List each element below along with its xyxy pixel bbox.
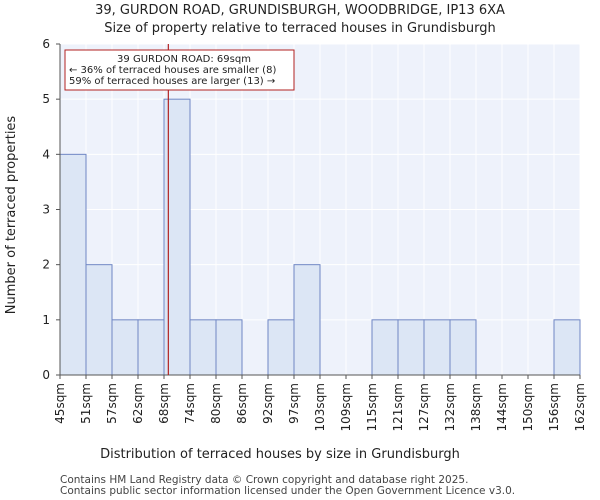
- y-tick-label: 1: [42, 313, 50, 327]
- annotation-title: 39 GURDON ROAD: 69sqm: [117, 54, 251, 65]
- x-tick-label: 97sqm: [287, 383, 301, 424]
- annotation-larger: 59% of terraced houses are larger (13) →: [69, 76, 275, 87]
- x-tick-label: 57sqm: [105, 383, 119, 424]
- x-tick-label: 109sqm: [339, 383, 353, 431]
- histogram-bar: [371, 319, 399, 376]
- x-tick-label: 92sqm: [261, 383, 275, 424]
- annotation-box: 39 GURDON ROAD: 69sqm ← 36% of terraced …: [64, 49, 295, 91]
- histogram-bar: [85, 264, 113, 376]
- histogram-bar: [423, 319, 451, 376]
- histogram-bar: [397, 319, 425, 376]
- chart-title: 39, GURDON ROAD, GRUNDISBURGH, WOODBRIDG…: [95, 3, 505, 18]
- histogram-bar: [449, 319, 477, 376]
- histogram-bar: [215, 319, 243, 376]
- x-tick-label: 138sqm: [469, 383, 483, 431]
- x-tick-label: 132sqm: [443, 383, 457, 431]
- chart-subtitle: Size of property relative to terraced ho…: [104, 21, 495, 36]
- x-tick-label: 86sqm: [235, 383, 249, 424]
- y-tick-label: 4: [42, 147, 50, 161]
- y-tick-label: 6: [42, 37, 50, 51]
- y-tick-label: 5: [42, 92, 50, 106]
- x-tick-label: 74sqm: [183, 383, 197, 424]
- histogram-bar: [293, 264, 321, 376]
- x-tick-label: 144sqm: [495, 383, 509, 431]
- x-tick-label: 162sqm: [573, 383, 587, 431]
- x-axis-label: Distribution of terraced houses by size …: [100, 447, 460, 462]
- x-tick-label: 45sqm: [53, 383, 67, 424]
- x-tick-label: 103sqm: [313, 383, 327, 431]
- histogram-bar: [267, 319, 295, 376]
- x-tick-label: 150sqm: [521, 383, 535, 431]
- histogram-bar: [137, 319, 165, 376]
- histogram-bar: [189, 319, 217, 376]
- x-tick-label: 62sqm: [131, 383, 145, 424]
- x-tick-label: 80sqm: [209, 383, 223, 424]
- histogram-bar: [111, 319, 139, 376]
- y-tick-label: 2: [42, 258, 50, 272]
- annotation-smaller: ← 36% of terraced houses are smaller (8): [69, 65, 276, 76]
- x-tick-label: 121sqm: [391, 383, 405, 431]
- x-tick-label: 68sqm: [157, 383, 171, 424]
- x-tick-label: 156sqm: [547, 383, 561, 431]
- histogram-bar: [553, 319, 581, 376]
- y-tick-label: 3: [42, 203, 50, 217]
- histogram-bar: [59, 153, 87, 376]
- y-axis-label: Number of terraced properties: [4, 116, 19, 315]
- footer-copyright: Contains HM Land Registry data © Crown c…: [60, 474, 468, 486]
- annotation-frame: [64, 49, 295, 91]
- x-tick-label: 127sqm: [417, 383, 431, 431]
- y-tick-label: 0: [42, 368, 50, 382]
- footer-licence: Contains public sector information licen…: [60, 485, 515, 497]
- x-tick-label: 115sqm: [365, 383, 379, 431]
- x-tick-label: 51sqm: [79, 383, 93, 424]
